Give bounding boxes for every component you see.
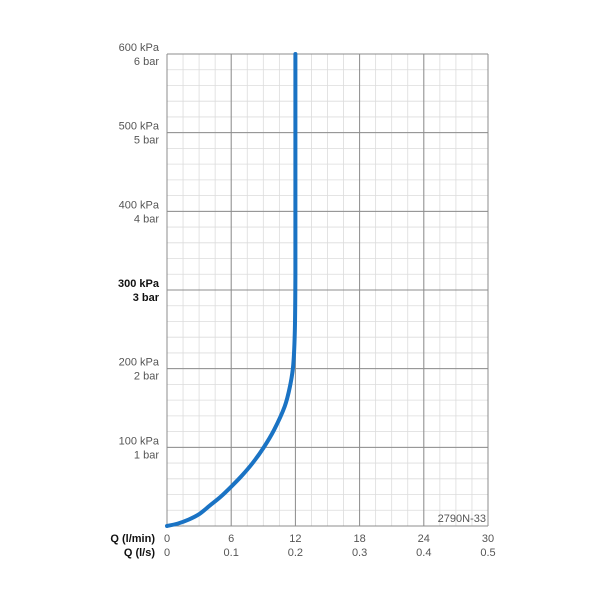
y-tick-label-kpa: 100 kPa: [119, 435, 160, 447]
x-tick-label-ls: 0.4: [416, 547, 431, 559]
y-tick-label-kpa: 500 kPa: [119, 121, 160, 133]
series-group: [165, 52, 298, 528]
x-tick-label-lmin: 12: [289, 533, 301, 545]
x-tick-label-ls: 0.2: [288, 547, 303, 559]
x-tick-label-ls: 0: [164, 547, 170, 559]
y-axis-tick-labels: 100 kPa 1 bar 200 kPa 2 bar 300 kPa 3 bar 400 …: [118, 42, 160, 461]
y-tick-label-bar: 3 bar: [133, 292, 160, 304]
series-line: [165, 52, 298, 528]
y-tick-label-bar: 5 bar: [134, 135, 159, 147]
y-tick-label-bar: 6 bar: [134, 56, 159, 68]
x-tick-label-lmin: 30: [482, 533, 494, 545]
y-tick-label-bar: 1 bar: [134, 449, 159, 461]
y-tick-label-kpa: 400 kPa: [119, 199, 160, 211]
x-axis-primary-label: Q (l/min): [110, 533, 155, 545]
y-tick-label-kpa: 300 kPa: [118, 278, 160, 290]
y-tick-label-kpa: 600 kPa: [119, 42, 160, 54]
major-grid: [166, 53, 489, 527]
x-axis-tick-labels: 0 0 6 0.1 12 0.2 18 0.3 24 0.4 30 0.5: [164, 533, 496, 559]
x-tick-label-ls: 0.5: [480, 547, 495, 559]
x-tick-label-lmin: 24: [418, 533, 430, 545]
chart-code-label: 2790N-33: [438, 513, 486, 525]
y-tick-label-bar: 2 bar: [134, 371, 159, 383]
x-tick-label-lmin: 6: [228, 533, 234, 545]
x-tick-label-ls: 0.1: [224, 547, 239, 559]
x-tick-label-lmin: 18: [353, 533, 365, 545]
y-tick-label-kpa: 200 kPa: [119, 357, 160, 369]
x-axis-secondary-label: Q (l/s): [124, 547, 156, 559]
y-tick-label-bar: 4 bar: [134, 213, 159, 225]
x-tick-label-lmin: 0: [164, 533, 170, 545]
x-tick-label-ls: 0.3: [352, 547, 367, 559]
